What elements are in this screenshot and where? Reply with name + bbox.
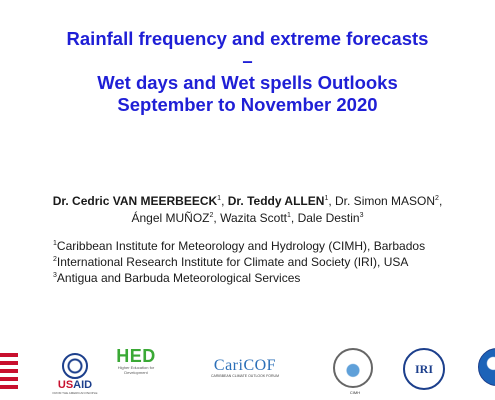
cimh-label: CIMH [349,390,361,395]
hed-logo: HED Higher Education for Development [113,347,159,395]
title-line-3: Wet days and Wet spells Outlooks [97,72,398,93]
author-name: Dale Destin [297,211,360,225]
author-affil-sup: 1 [324,195,329,202]
noaa-logo [478,348,495,386]
affiliation-text: Caribbean Institute for Meteorology and … [56,239,426,253]
author-name: Dr. Simon MASON [335,194,436,208]
affiliation-text: Antigua and Barbuda Meteorological Servi… [56,271,301,285]
usaid-logo: USAID FROM THE AMERICAN PEOPLE [52,353,98,395]
usaid-word-us: US [57,379,74,391]
usaid-seal-icon [62,353,88,379]
caricof-wordmark: CariCOF [213,357,277,374]
title-line-2: – [242,50,253,71]
affiliation-item: 2International Research Institute for Cl… [53,254,425,270]
author-affil-sup: 1 [287,212,291,219]
usaid-wordmark: USAID [52,379,98,391]
partner-logos: USAID FROM THE AMERICAN PEOPLE HED Highe… [0,345,495,400]
usaid-word-aid: AID [73,379,93,391]
affiliation-item: 3Antigua and Barbuda Meteorological Serv… [53,270,425,286]
affiliation-sup: 1 [53,240,57,247]
author-separator: , [438,194,443,208]
author-name: Ángel MUÑOZ [131,211,210,225]
author-name: Dr. Cedric VAN MEERBEECK [52,194,218,208]
affiliation-text: International Research Institute for Cli… [56,255,409,269]
title-line-4: September to November 2020 [117,94,378,115]
iri-logo: IRI [403,348,445,390]
author-line-1: Dr. Cedric VAN MEERBEECK1, Dr. Teddy ALL… [0,193,495,210]
caricof-tagline: CARIBBEAN CLIMATE OUTLOOK FORUM [211,374,279,378]
cimh-emblem-icon [341,356,365,380]
affiliation-list: 1Caribbean Institute for Meteorology and… [53,238,425,286]
author-separator: , [328,194,336,208]
title-line-1: Rainfall frequency and extreme forecasts [66,28,429,49]
slide-title: Rainfall frequency and extreme forecasts… [0,28,495,116]
affiliation-item: 1Caribbean Institute for Meteorology and… [53,238,425,254]
caricof-logo: CariCOF CARIBBEAN CLIMATE OUTLOOK FORUM [205,357,285,385]
author-affil-sup: 1 [217,195,222,202]
author-name: Wazita Scott [220,211,287,225]
author-separator: , [221,194,228,208]
author-affil-sup: 2 [435,195,439,202]
hed-tagline: Higher Education for Development [117,365,155,375]
author-name: Dr. Teddy ALLEN [227,194,325,208]
author-separator: , [290,211,298,225]
usaid-tagline: FROM THE AMERICAN PEOPLE [52,391,98,395]
us-flag-logo [0,353,18,393]
author-affil-sup: 3 [359,212,364,219]
author-affil-sup: 2 [209,212,214,219]
author-line-2: Ángel MUÑOZ2, Wazita Scott1, Dale Destin… [0,210,495,227]
cimh-logo: CIMH [333,348,373,395]
iri-wordmark: IRI [414,362,433,376]
affiliation-sup: 3 [53,272,57,279]
affiliation-sup: 2 [53,256,57,263]
author-separator: , [213,211,221,225]
author-list: Dr. Cedric VAN MEERBEECK1, Dr. Teddy ALL… [0,193,495,227]
hed-wordmark: HED [116,346,156,366]
